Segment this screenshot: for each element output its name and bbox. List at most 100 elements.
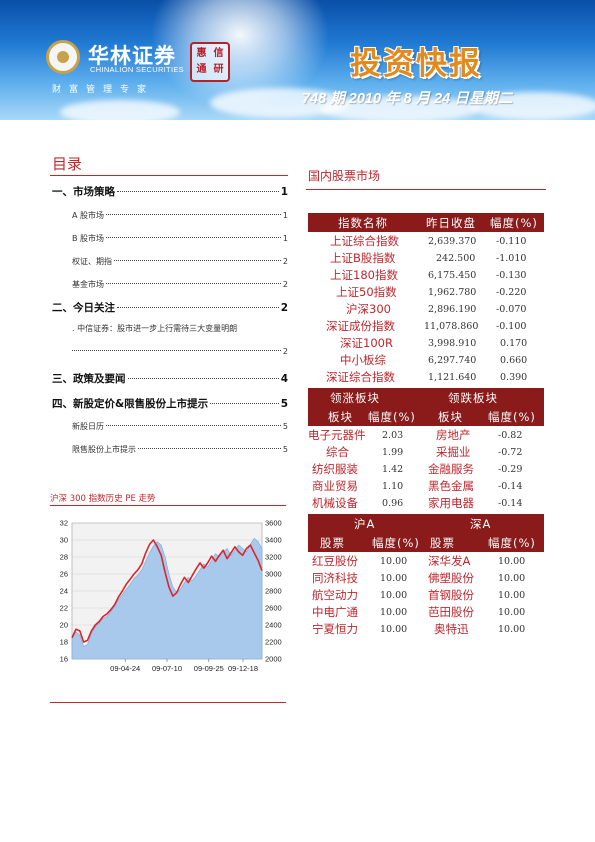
- y-left-tick-label: 18: [60, 638, 68, 647]
- y-right-tick-label: 3400: [265, 536, 282, 545]
- sh-stock-name: 红豆股份: [312, 554, 358, 568]
- index-name: 深证100R: [340, 336, 393, 350]
- col-change: 幅度(%): [490, 216, 538, 230]
- toc-entry[interactable]: 三、政策及要闻 4: [52, 371, 288, 386]
- rising-sector-change: 1.10: [382, 481, 404, 492]
- toc-leader: [117, 307, 279, 308]
- col-stock: 股票: [430, 536, 455, 550]
- x-tick-label: 09-07-10: [152, 664, 182, 673]
- toc-leader: [106, 283, 281, 284]
- falling-sector-title: 领跌板块: [448, 391, 498, 405]
- toc-entry-text: 新股日历: [72, 422, 104, 431]
- y-right-tick-label: 3200: [265, 553, 282, 562]
- toc-entry-page: 2: [282, 257, 288, 266]
- falling-sector-name: 黑色金属: [428, 479, 474, 493]
- toc-entry-page: 4: [280, 373, 288, 385]
- toc-divider: [50, 175, 288, 176]
- toc-entry[interactable]: 权证、期指 2: [52, 256, 288, 267]
- cloud: [60, 100, 180, 120]
- limit-up-table-header: 沪A 深A 股票 幅度(%) 股票 幅度(%): [308, 514, 544, 552]
- falling-sector-change: -0.82: [498, 430, 523, 441]
- rising-sector-name: 综合: [326, 445, 349, 459]
- toc-note-text[interactable]: . 中信证券：股市进一步上行需待三大变量明朗: [72, 324, 238, 333]
- shenzhen-a-title: 深A: [470, 517, 492, 531]
- falling-sector-change: -0.29: [498, 464, 523, 475]
- toc-title: 目录: [52, 155, 83, 173]
- rising-sector-name: 机械设备: [312, 496, 358, 510]
- toc-entry[interactable]: 四、新股定价&限售股份上市提示 5: [52, 396, 288, 411]
- col-change: 幅度(%): [368, 410, 416, 424]
- sh-stock-name: 中电广通: [312, 605, 358, 619]
- index-row: 中小板综 6,297.740 0.660: [308, 352, 544, 369]
- toc-leader: [114, 260, 281, 261]
- sz-stock-change: 10.00: [498, 607, 526, 618]
- toc-leader: [106, 214, 281, 215]
- index-close: 1,121.640: [428, 372, 477, 383]
- index-name: 深证综合指数: [326, 370, 395, 384]
- rising-sector-change: 0.96: [382, 498, 404, 509]
- pe-chart-divider: [50, 505, 286, 506]
- toc-entry[interactable]: 新股日历 5: [52, 421, 288, 432]
- index-row: 上证50指数 1,962.780 -0.220: [308, 284, 544, 301]
- index-name: 沪深300: [346, 302, 391, 316]
- rising-sector-name: 纺织服装: [312, 462, 358, 476]
- toc-entry-page: 5: [282, 445, 288, 454]
- cloud: [320, 96, 480, 120]
- company-logo-icon: [46, 40, 80, 74]
- y-right-tick-label: 2600: [265, 604, 282, 613]
- sh-stock-change: 10.00: [380, 624, 408, 635]
- x-tick-label: 09-04-24: [110, 664, 140, 673]
- toc-entry-text: 二、今日关注: [52, 302, 115, 314]
- toc-entry-text: 权证、期指: [72, 257, 112, 266]
- brand-slogan: 财富管理专家: [52, 85, 155, 95]
- toc-entry-text: 三、政策及要闻: [52, 373, 126, 385]
- index-name: 中小板综: [340, 353, 386, 367]
- pe-chart-title: 沪深 300 指数历史 PE 走势: [50, 494, 156, 504]
- col-stock: 股票: [320, 536, 345, 550]
- toc-entry[interactable]: 限售股份上市提示 5: [52, 444, 288, 455]
- toc-entry-page: 1: [282, 234, 288, 243]
- toc-entry[interactable]: B 股市场 1: [52, 233, 288, 244]
- sector-row: 商业贸易 1.10 黑色金属 -0.14: [308, 478, 544, 495]
- index-row: 上证180指数 6,175.450 -0.130: [308, 267, 544, 284]
- index-name: 深证成份指数: [326, 319, 395, 333]
- sz-stock-name: 首钢股份: [428, 588, 474, 602]
- toc-entry[interactable]: 二、今日关注 2: [52, 300, 288, 315]
- toc-entry-page: 2: [282, 280, 288, 289]
- index-close: 3,998.910: [428, 338, 477, 349]
- col-prev-close: 昨日收盘: [426, 216, 476, 230]
- toc-entry[interactable]: 一、市场策略 1: [52, 184, 288, 199]
- y-left-tick-label: 26: [60, 570, 68, 579]
- shanghai-a-title: 沪A: [354, 517, 376, 531]
- toc-entry[interactable]: 2: [52, 347, 288, 356]
- toc-entry[interactable]: A 股市场 1: [52, 210, 288, 221]
- rising-sector-change: 2.03: [382, 430, 404, 441]
- index-name: 上证50指数: [336, 285, 397, 299]
- toc-leader: [106, 425, 281, 426]
- index-close: 11,078.860: [424, 321, 479, 332]
- rising-sector-title: 领涨板块: [330, 391, 380, 405]
- toc-entry-text: 限售股份上市提示: [72, 445, 136, 454]
- col-change: 幅度(%): [372, 536, 420, 550]
- toc-entry-page: 1: [280, 186, 288, 198]
- y-right-tick-label: 2800: [265, 587, 282, 596]
- report-title: 投资快报: [350, 46, 482, 82]
- index-change: -0.130: [496, 270, 527, 281]
- index-name: 上证B股指数: [330, 251, 396, 265]
- falling-sector-name: 采掘业: [436, 445, 471, 459]
- y-right-tick-label: 3600: [265, 519, 282, 528]
- toc-entry-page: 5: [282, 422, 288, 431]
- index-close: 2,896.190: [428, 304, 477, 315]
- toc-entry[interactable]: 基金市场 2: [52, 279, 288, 290]
- y-right-tick-label: 2400: [265, 621, 282, 630]
- index-close: 242.500: [436, 253, 476, 264]
- stamp-char: 信: [213, 48, 224, 59]
- toc-entry-page: 1: [282, 211, 288, 220]
- toc-entry-text: 基金市场: [72, 280, 104, 289]
- seal-stamp: 惠 信 通 研: [190, 42, 230, 82]
- sector-row: 纺织服装 1.42 金融服务 -0.29: [308, 461, 544, 478]
- toc-entry-text: 一、市场策略: [52, 186, 115, 198]
- sh-stock-change: 10.00: [380, 573, 408, 584]
- col-sector: 板块: [438, 410, 463, 424]
- y-left-tick-label: 20: [60, 621, 68, 630]
